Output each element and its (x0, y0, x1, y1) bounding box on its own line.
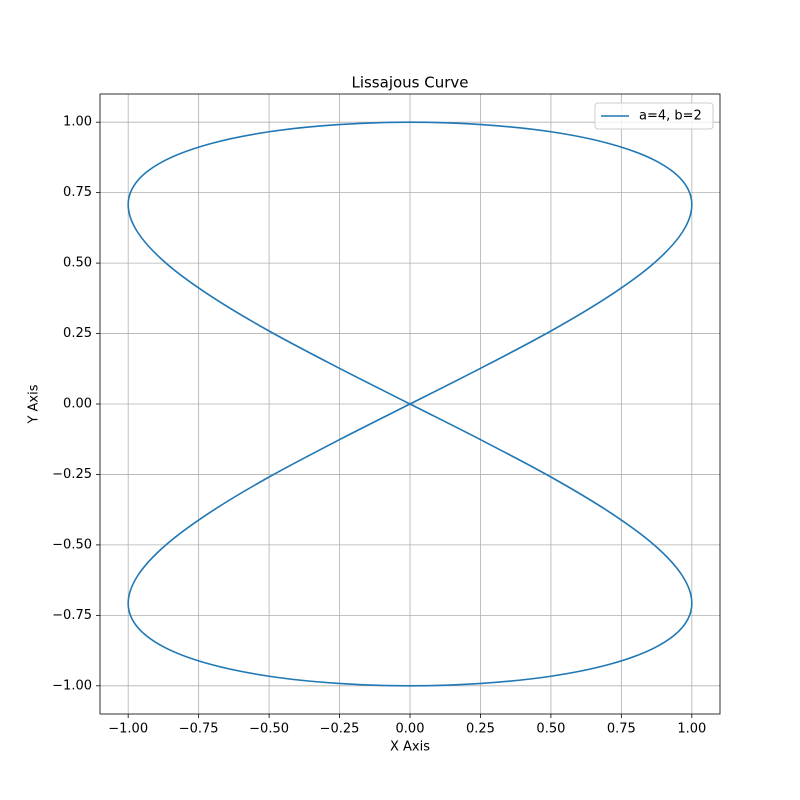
chart-title: Lissajous Curve (351, 74, 468, 92)
x-tick-label: −0.25 (320, 722, 360, 737)
y-tick-label: 0.75 (63, 185, 92, 200)
y-tick-label: 0.25 (63, 326, 92, 341)
x-tick-label: 0.25 (466, 722, 495, 737)
series-line (127, 121, 693, 687)
y-axis-label: Y Axis (27, 384, 42, 424)
x-tick-label: 0.50 (536, 722, 565, 737)
x-tick-label: −0.75 (179, 722, 219, 737)
plot-frame (99, 93, 721, 715)
x-axis-label: X Axis (390, 740, 430, 755)
y-tick-label: 0.50 (63, 256, 92, 271)
legend-label: a=4, b=2 (639, 109, 702, 124)
x-tick-label: −1.00 (108, 722, 148, 737)
x-tick-label: −0.50 (249, 722, 289, 737)
legend-box (594, 102, 714, 130)
legend: a=4, b=2 (594, 102, 714, 130)
y-tick-label: −0.25 (52, 467, 92, 482)
y-tick-label: −0.75 (52, 608, 92, 623)
y-tick-label: −1.00 (52, 678, 92, 693)
x-tick-label: 1.00 (677, 722, 706, 737)
y-tick-label: 0.00 (63, 397, 92, 412)
x-tick-label: 0.00 (396, 722, 425, 737)
y-tick-label: −0.50 (52, 537, 92, 552)
y-tick-label: 1.00 (63, 115, 92, 130)
x-tick-label: 0.75 (607, 722, 636, 737)
